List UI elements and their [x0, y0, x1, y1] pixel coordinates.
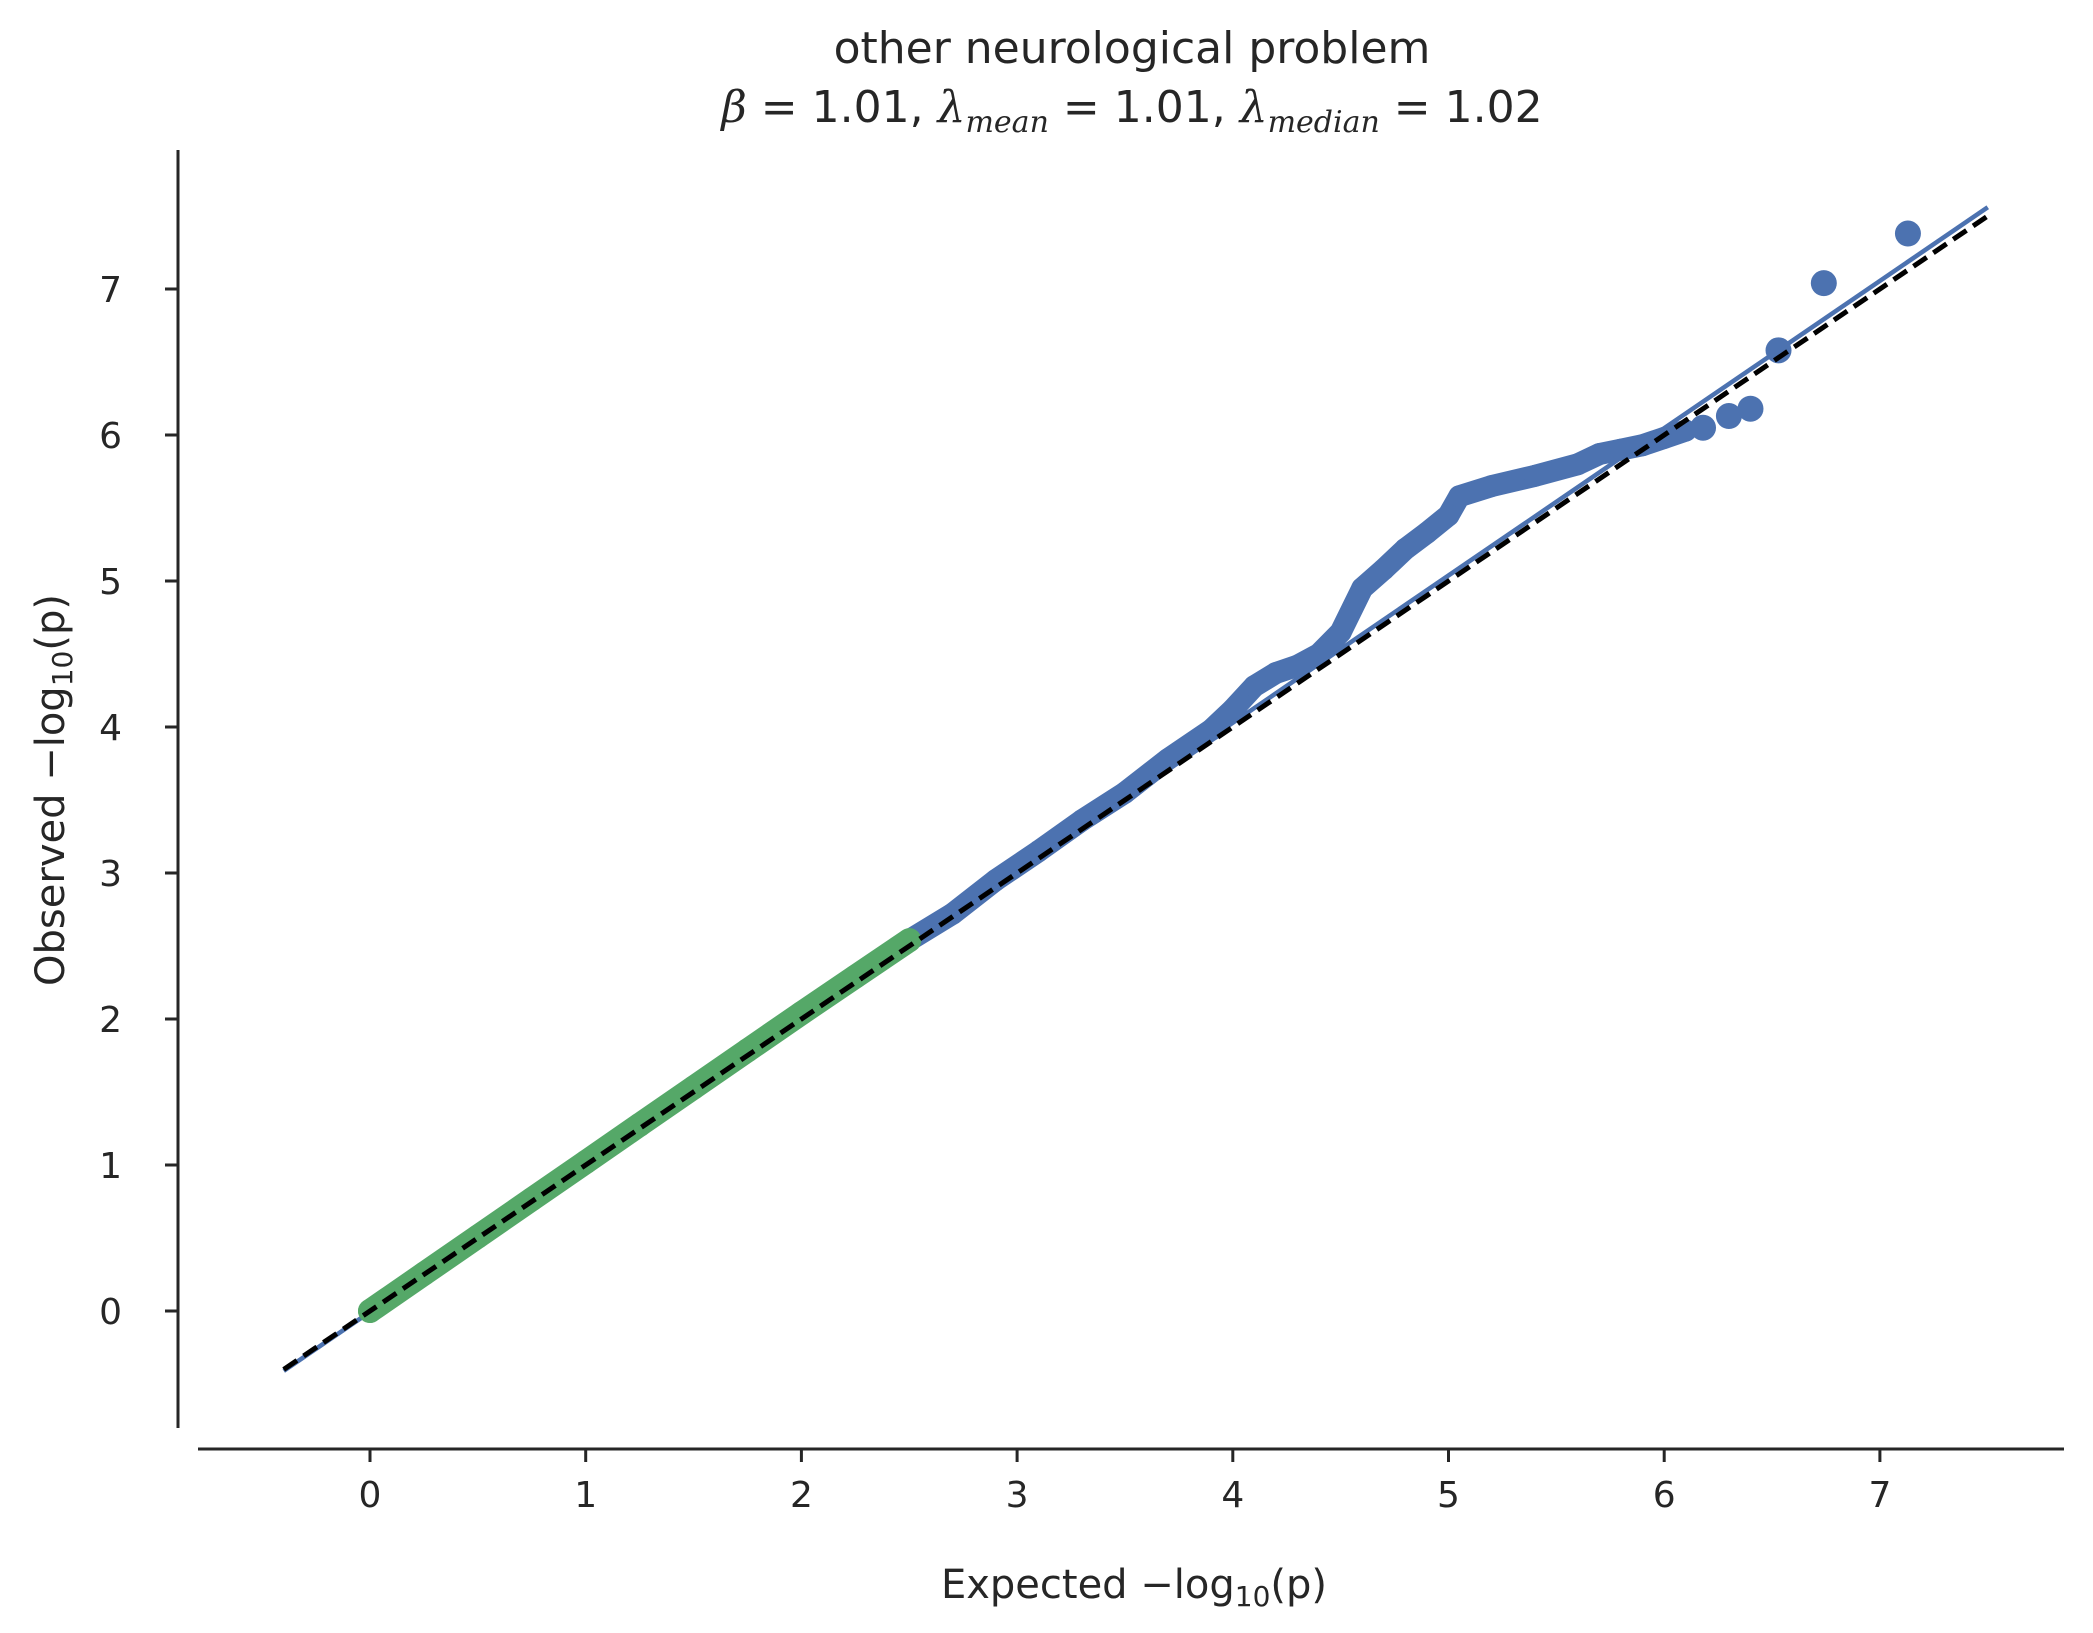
y-tick-label: 3 — [99, 854, 122, 895]
observed-point — [1480, 475, 1503, 498]
mean-subscript: mean — [965, 105, 1048, 140]
observed-point — [1221, 698, 1244, 721]
observed-point — [1415, 521, 1438, 544]
observed-point — [1448, 485, 1471, 508]
y-tick-label: 0 — [99, 1292, 122, 1333]
y-tick-label: 1 — [99, 1146, 122, 1187]
null-point — [897, 928, 922, 953]
x-axis-label: Expected −log10(p) — [941, 1562, 1327, 1613]
y-tick-label: 7 — [99, 270, 122, 311]
y-axis-label: Observed −log10(p) — [28, 594, 79, 986]
beta-symbol: β — [719, 82, 746, 133]
observed-point — [1243, 675, 1266, 698]
observed-point — [1351, 577, 1374, 600]
x-tick-label: 5 — [1437, 1475, 1460, 1516]
x-tick-label: 4 — [1221, 1475, 1244, 1516]
chart-subtitle: β = 1.01, λmean = 1.01, λmedian = 1.02 — [719, 82, 1542, 140]
x-tick-label: 1 — [574, 1475, 597, 1516]
observed-point — [1394, 537, 1417, 560]
x-tick-label: 3 — [1006, 1475, 1029, 1516]
observed-point — [1329, 621, 1352, 644]
lambda-median-symbol: λ — [1238, 82, 1268, 133]
null-point — [843, 964, 868, 989]
y-tick-label: 4 — [99, 708, 122, 749]
null-point — [735, 1038, 760, 1063]
observed-point — [1157, 748, 1180, 771]
observed-point — [1286, 654, 1309, 677]
expected-reference-line — [282, 213, 1990, 1372]
observed-point — [1308, 643, 1331, 665]
chart-title: other neurological problem — [834, 23, 1431, 74]
tail-point — [1810, 270, 1837, 297]
observed-pvalue-band — [898, 419, 1697, 952]
y-tick-label: 6 — [99, 416, 122, 457]
observed-point — [1523, 464, 1546, 487]
median-subscript: median — [1268, 105, 1380, 140]
observed-point — [1610, 438, 1633, 461]
tail-point — [1715, 403, 1742, 430]
y-axis-ticks: 0 1 2 3 4 5 6 7 — [99, 270, 178, 1333]
observed-point — [1588, 442, 1611, 465]
observed-point — [1372, 558, 1395, 581]
lambda-median-value: 1.02 — [1445, 82, 1543, 133]
tail-point — [1737, 395, 1764, 422]
x-tick-label: 0 — [359, 1475, 382, 1516]
tail-point — [1690, 414, 1717, 441]
plot-area — [282, 205, 1990, 1373]
tail-point — [1765, 337, 1792, 364]
x-tick-label: 6 — [1653, 1475, 1676, 1516]
observed-point — [1437, 504, 1460, 527]
x-axis-ticks: 0 1 2 3 4 5 6 7 — [359, 1449, 1891, 1516]
beta-value: 1.01 — [812, 82, 910, 133]
x-tick-label: 7 — [1868, 1475, 1891, 1516]
y-tick-label: 5 — [99, 562, 122, 603]
x-tick-label: 2 — [790, 1475, 813, 1516]
observed-point — [1264, 661, 1287, 684]
tail-point — [1894, 220, 1921, 247]
lambda-mean-value: 1.01 — [1114, 82, 1212, 133]
null-point — [789, 1001, 814, 1026]
y-tick-label: 2 — [99, 1000, 122, 1041]
observed-point — [1566, 453, 1589, 476]
lambda-mean-symbol: λ — [936, 82, 966, 133]
